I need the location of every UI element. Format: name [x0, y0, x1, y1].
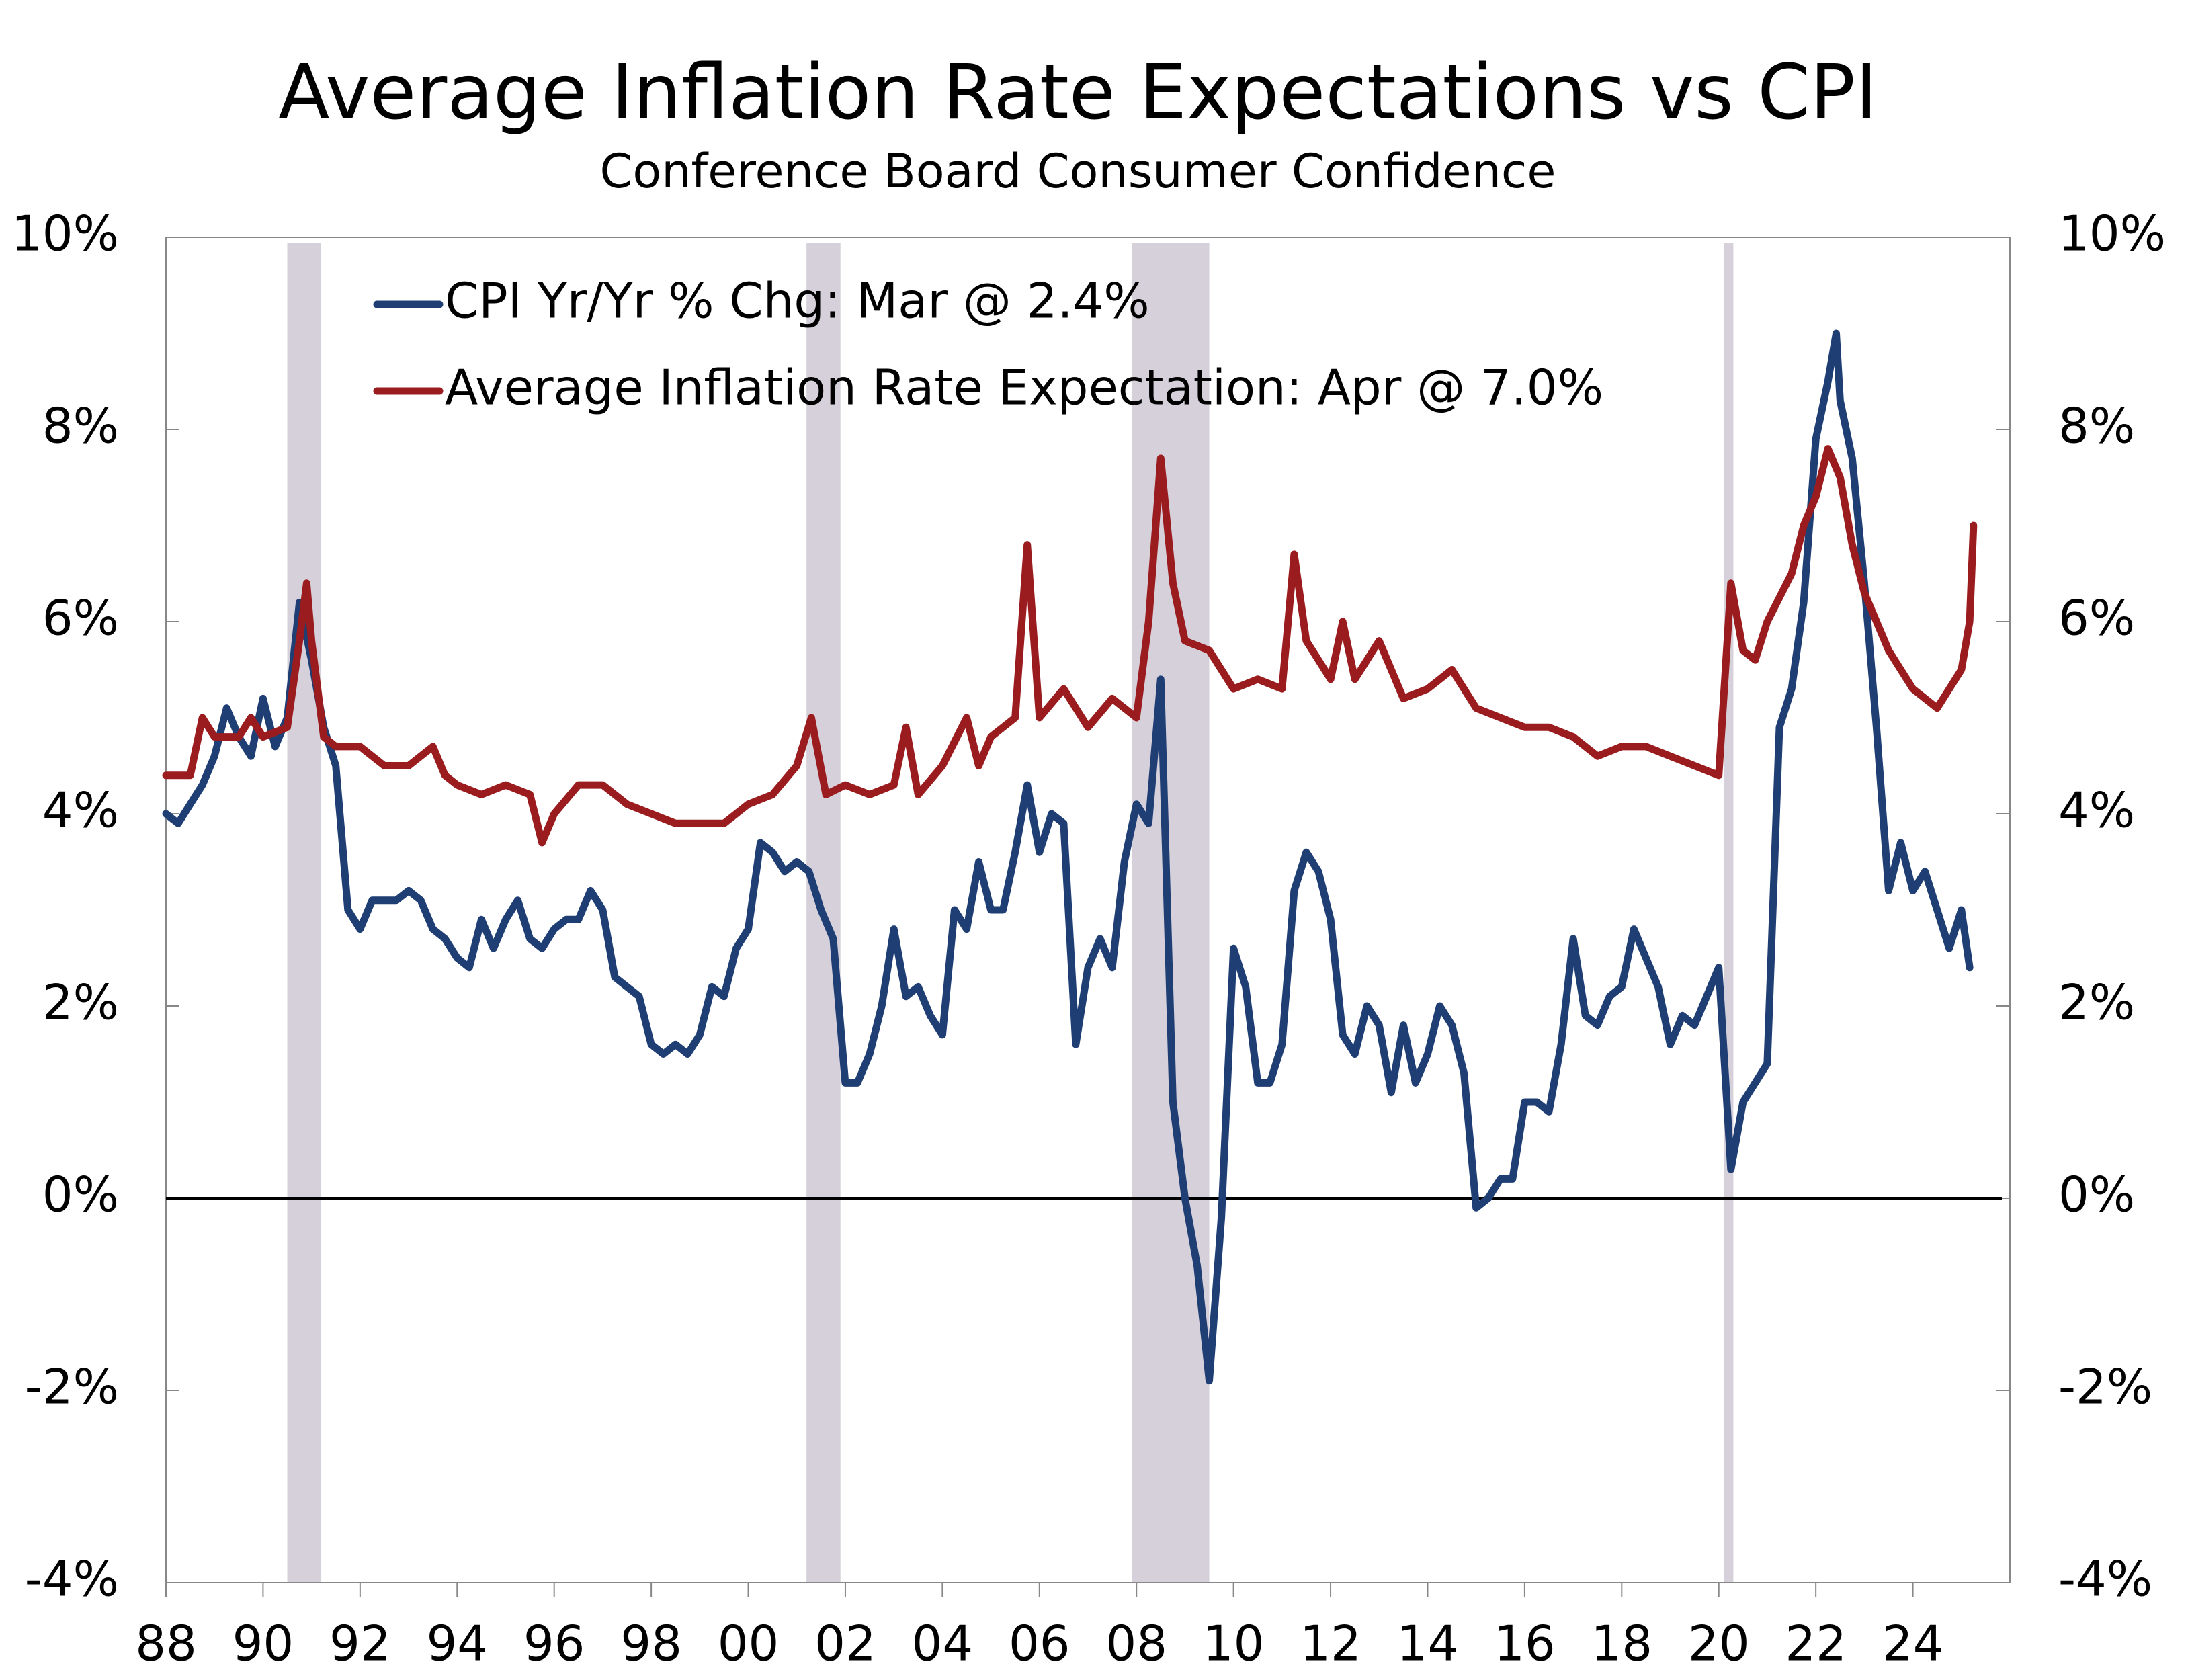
x-tick-label: 12 — [1300, 1615, 1361, 1672]
y2-tick-label: -2% — [2058, 1359, 2152, 1415]
y2-tick-label: 6% — [2058, 590, 2135, 646]
x-tick-label: 94 — [426, 1615, 488, 1672]
x-tick-label: 88 — [135, 1615, 197, 1672]
y-tick-label: 4% — [42, 782, 119, 839]
x-tick-label: 06 — [1009, 1615, 1070, 1672]
recession-band — [287, 243, 322, 1583]
x-tick-label: 90 — [233, 1615, 294, 1672]
chart-title: Average Inflation Rate Expectations vs C… — [278, 49, 1878, 136]
y-tick-label: 0% — [42, 1167, 119, 1223]
x-tick-label: 08 — [1105, 1615, 1167, 1672]
legend-label: CPI Yr/Yr % Chg: Mar @ 2.4% — [445, 273, 1150, 329]
y-tick-label: 10% — [11, 206, 119, 262]
y-tick-label: 8% — [42, 398, 119, 454]
x-tick-label: 96 — [523, 1615, 585, 1672]
x-tick-label: 10 — [1203, 1615, 1265, 1672]
x-tick-label: 92 — [329, 1615, 391, 1672]
x-tick-label: 04 — [912, 1615, 974, 1672]
x-tick-label: 18 — [1591, 1615, 1653, 1672]
legend-label: Average Inflation Rate Expectation: Apr … — [445, 360, 1603, 416]
y2-tick-label: 4% — [2058, 782, 2135, 839]
x-tick-label: 00 — [718, 1615, 780, 1672]
recession-band — [1723, 243, 1734, 1583]
series-line — [162, 445, 1978, 847]
y2-tick-label: 10% — [2058, 206, 2166, 262]
x-tick-label: 22 — [1785, 1615, 1847, 1672]
y2-tick-label: 8% — [2058, 398, 2135, 454]
x-tick-label: 20 — [1688, 1615, 1750, 1672]
x-tick-label: 14 — [1397, 1615, 1459, 1672]
y-tick-label: 6% — [42, 590, 119, 646]
series-line — [162, 329, 1974, 1385]
y2-tick-label: 2% — [2058, 974, 2135, 1031]
y2-tick-label: 0% — [2058, 1167, 2135, 1223]
x-tick-label: 02 — [814, 1615, 876, 1672]
y-tick-label: 2% — [42, 974, 119, 1031]
y2-tick-label: -4% — [2058, 1551, 2152, 1607]
x-tick-label: 24 — [1882, 1615, 1944, 1672]
y-tick-label: -4% — [25, 1551, 119, 1607]
x-tick-label: 16 — [1494, 1615, 1556, 1672]
x-tick-label: 98 — [620, 1615, 682, 1672]
chart-subtitle: Conference Board Consumer Confidence — [599, 144, 1556, 199]
y-tick-label: -2% — [25, 1359, 119, 1415]
